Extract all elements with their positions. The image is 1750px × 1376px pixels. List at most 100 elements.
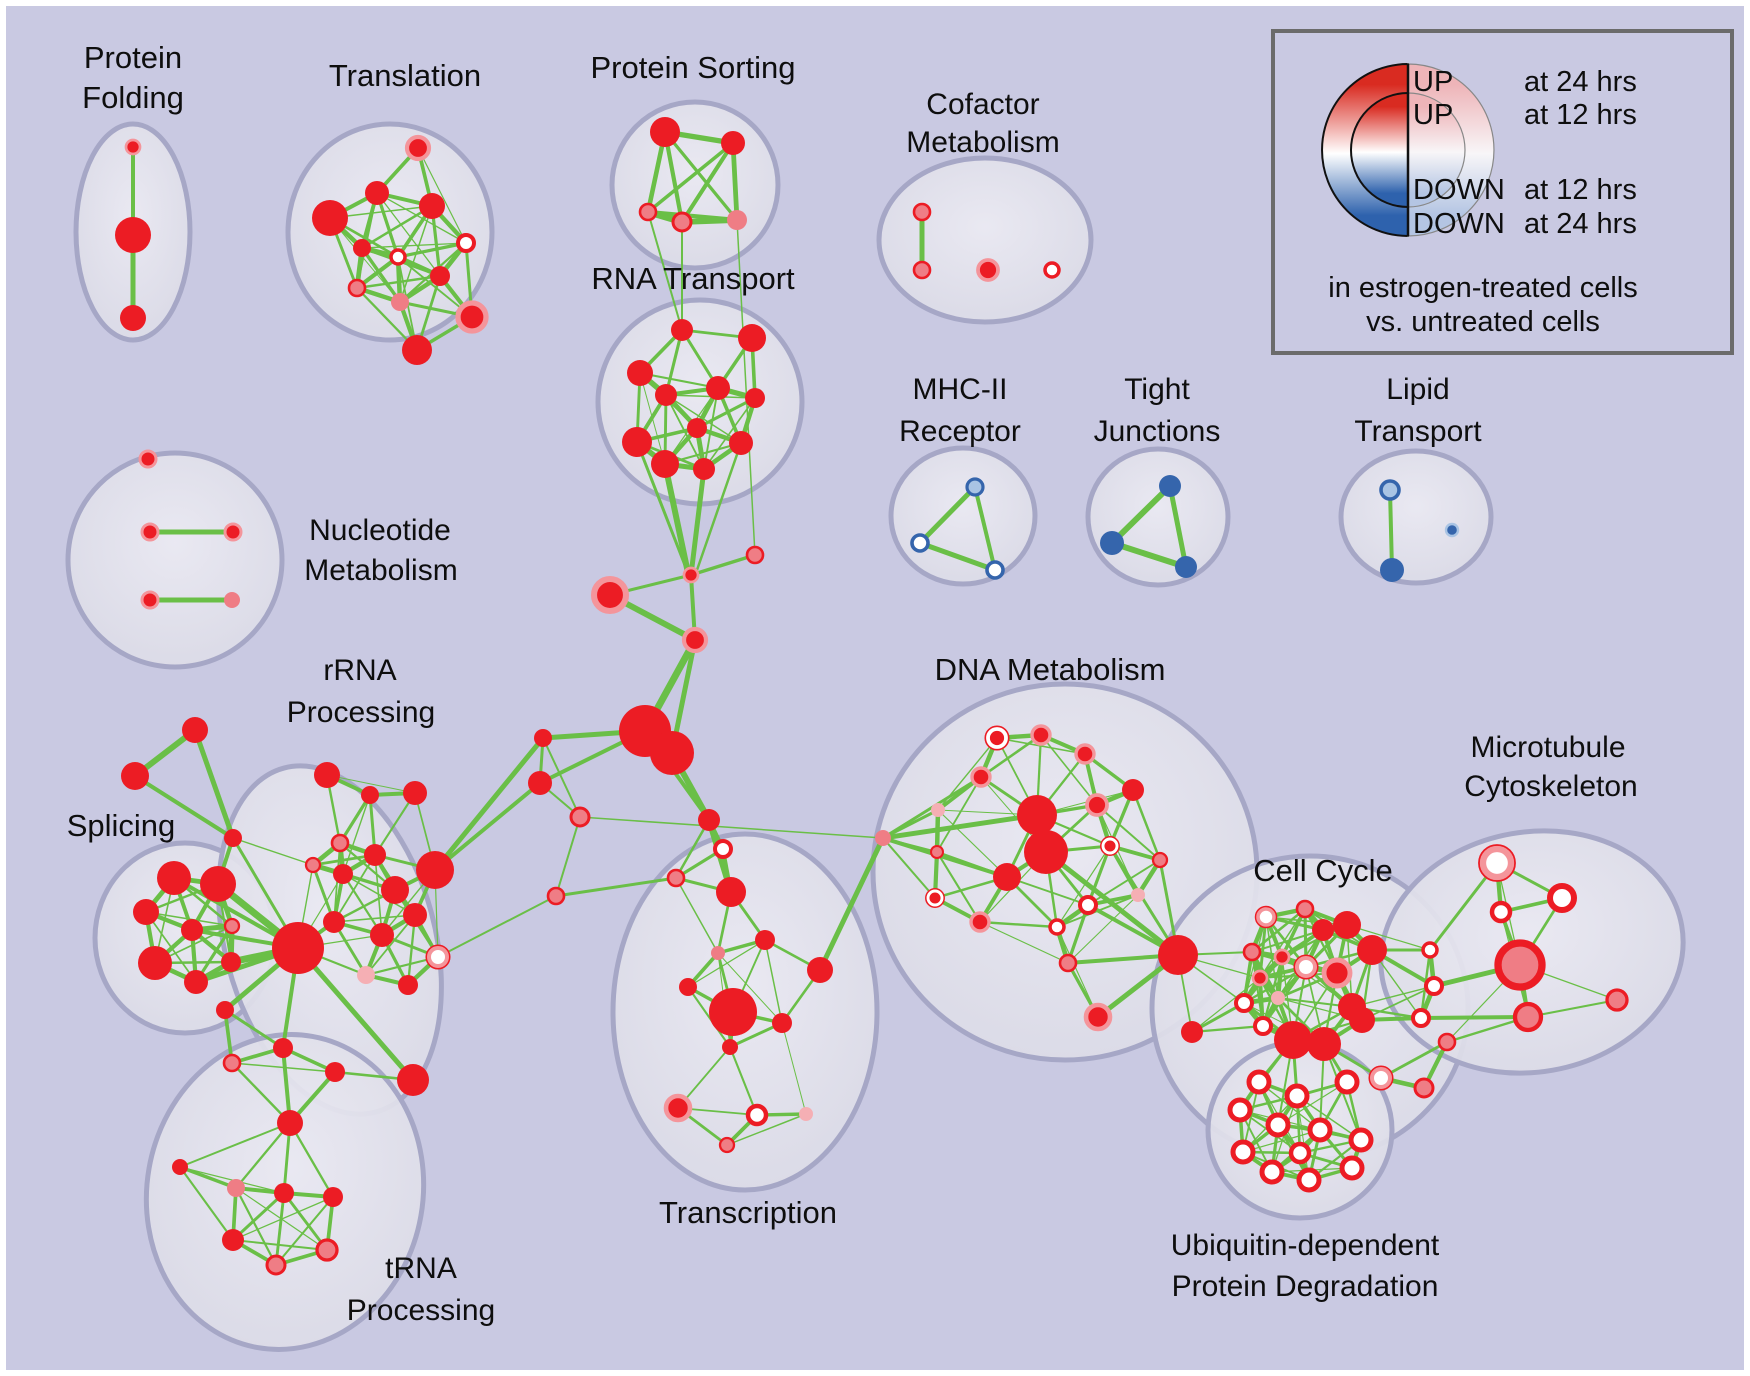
network-node[interactable] bbox=[323, 911, 345, 933]
network-node[interactable] bbox=[1424, 976, 1444, 996]
network-node[interactable] bbox=[651, 450, 679, 478]
network-node[interactable] bbox=[140, 590, 160, 610]
network-node[interactable] bbox=[931, 803, 945, 817]
network-node[interactable] bbox=[650, 117, 680, 147]
network-node[interactable] bbox=[430, 266, 450, 286]
network-node[interactable] bbox=[655, 384, 677, 406]
network-node[interactable] bbox=[216, 1001, 234, 1019]
network-node[interactable] bbox=[365, 181, 389, 205]
network-node[interactable] bbox=[1159, 475, 1181, 497]
network-node[interactable] bbox=[711, 946, 725, 960]
network-node[interactable] bbox=[227, 1179, 245, 1197]
network-node[interactable] bbox=[427, 946, 449, 968]
network-node[interactable] bbox=[709, 988, 757, 1036]
network-node[interactable] bbox=[1083, 1002, 1113, 1032]
network-node[interactable] bbox=[1227, 1097, 1253, 1123]
network-node[interactable] bbox=[222, 1229, 244, 1251]
network-node[interactable] bbox=[706, 376, 730, 400]
network-node[interactable] bbox=[272, 922, 324, 974]
network-node[interactable] bbox=[1256, 907, 1276, 927]
network-node[interactable] bbox=[120, 305, 146, 331]
network-node[interactable] bbox=[402, 335, 432, 365]
network-node[interactable] bbox=[1131, 888, 1145, 902]
network-node[interactable] bbox=[1295, 899, 1315, 919]
network-node[interactable] bbox=[273, 1038, 293, 1058]
network-node[interactable] bbox=[224, 592, 240, 608]
network-node[interactable] bbox=[1349, 1007, 1375, 1033]
network-node[interactable] bbox=[713, 839, 733, 859]
network-node[interactable] bbox=[930, 845, 944, 859]
network-node[interactable] bbox=[333, 864, 353, 884]
network-node[interactable] bbox=[745, 545, 765, 565]
network-node[interactable] bbox=[681, 626, 709, 654]
network-node[interactable] bbox=[1030, 724, 1052, 746]
network-node[interactable] bbox=[157, 861, 191, 895]
network-node[interactable] bbox=[381, 876, 409, 904]
network-node[interactable] bbox=[718, 1136, 736, 1154]
network-node[interactable] bbox=[1489, 900, 1513, 924]
network-node[interactable] bbox=[314, 762, 340, 788]
network-node[interactable] bbox=[403, 903, 427, 927]
network-node[interactable] bbox=[1339, 1155, 1365, 1181]
network-node[interactable] bbox=[1284, 1083, 1310, 1109]
network-node[interactable] bbox=[389, 248, 407, 266]
network-node[interactable] bbox=[986, 727, 1008, 749]
network-node[interactable] bbox=[1321, 957, 1353, 989]
network-node[interactable] bbox=[172, 1159, 188, 1175]
network-node[interactable] bbox=[1101, 837, 1119, 855]
network-node[interactable] bbox=[807, 957, 833, 983]
network-node[interactable] bbox=[353, 239, 371, 257]
network-node[interactable] bbox=[745, 388, 765, 408]
network-node[interactable] bbox=[772, 1013, 792, 1033]
network-node[interactable] bbox=[1251, 969, 1269, 987]
network-node[interactable] bbox=[222, 1053, 242, 1073]
network-node[interactable] bbox=[265, 1254, 287, 1276]
network-node[interactable] bbox=[1334, 1069, 1360, 1095]
network-node[interactable] bbox=[1259, 1159, 1285, 1185]
network-node[interactable] bbox=[277, 1110, 303, 1136]
network-node[interactable] bbox=[993, 863, 1021, 891]
network-node[interactable] bbox=[1024, 830, 1068, 874]
network-node[interactable] bbox=[627, 360, 653, 386]
network-node[interactable] bbox=[1158, 935, 1198, 975]
network-node[interactable] bbox=[1605, 988, 1629, 1012]
network-node[interactable] bbox=[304, 856, 322, 874]
network-node[interactable] bbox=[1357, 935, 1387, 965]
network-node[interactable] bbox=[1253, 1016, 1273, 1036]
network-node[interactable] bbox=[419, 193, 445, 219]
network-node[interactable] bbox=[1058, 953, 1078, 973]
network-node[interactable] bbox=[926, 889, 944, 907]
network-node[interactable] bbox=[398, 975, 418, 995]
network-node[interactable] bbox=[274, 1183, 294, 1203]
network-node[interactable] bbox=[224, 829, 242, 847]
network-node[interactable] bbox=[1043, 261, 1061, 279]
network-node[interactable] bbox=[1288, 1141, 1312, 1165]
network-node[interactable] bbox=[1444, 522, 1460, 538]
network-node[interactable] bbox=[404, 134, 432, 162]
network-node[interactable] bbox=[671, 211, 693, 233]
network-node[interactable] bbox=[200, 866, 236, 902]
network-node[interactable] bbox=[534, 729, 552, 747]
network-node[interactable] bbox=[357, 966, 375, 984]
network-node[interactable] bbox=[1380, 558, 1404, 582]
network-node[interactable] bbox=[910, 533, 930, 553]
network-node[interactable] bbox=[1296, 1167, 1322, 1193]
network-node[interactable] bbox=[912, 202, 932, 222]
network-node[interactable] bbox=[315, 1238, 339, 1262]
network-node[interactable] bbox=[1547, 883, 1577, 913]
network-node[interactable] bbox=[755, 930, 775, 950]
network-node[interactable] bbox=[1512, 1001, 1544, 1033]
network-node[interactable] bbox=[370, 923, 394, 947]
network-node[interactable] bbox=[1122, 779, 1144, 801]
network-node[interactable] bbox=[682, 566, 700, 584]
network-node[interactable] bbox=[1151, 851, 1169, 869]
network-node[interactable] bbox=[912, 260, 932, 280]
network-node[interactable] bbox=[716, 877, 746, 907]
network-node[interactable] bbox=[1246, 1069, 1272, 1095]
network-node[interactable] bbox=[223, 917, 241, 935]
network-node[interactable] bbox=[1295, 956, 1317, 978]
network-node[interactable] bbox=[679, 978, 697, 996]
network-node[interactable] bbox=[1175, 556, 1197, 578]
network-node[interactable] bbox=[622, 427, 652, 457]
network-node[interactable] bbox=[729, 431, 753, 455]
